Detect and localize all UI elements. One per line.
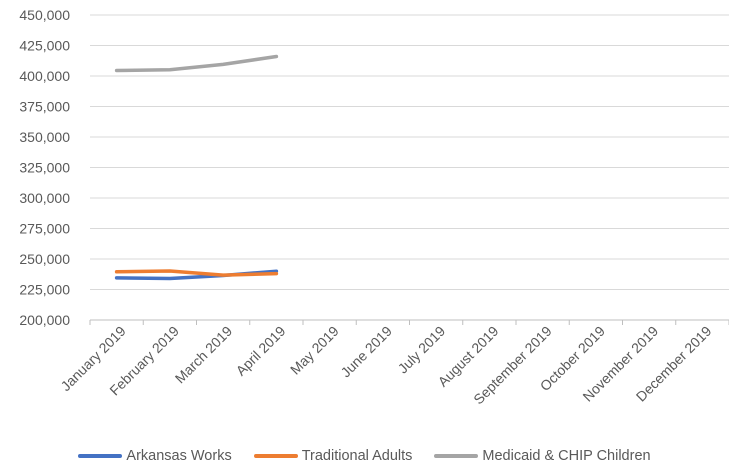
y-tick-label: 225,000 xyxy=(19,282,70,298)
x-tick-label: March 2019 xyxy=(172,323,236,387)
line-chart: 200,000 225,000 250,000 275,000 300,000 325,0… xyxy=(19,7,729,407)
x-tick-label: July 2019 xyxy=(395,323,449,377)
y-tick-label: 350,000 xyxy=(19,129,70,145)
y-axis-ticks: 200,000 225,000 250,000 275,000 300,000 325,0… xyxy=(19,7,70,328)
legend-swatch xyxy=(253,454,298,458)
legend-swatch xyxy=(78,454,123,458)
y-tick-label: 450,000 xyxy=(19,7,70,23)
legend-item: Traditional Adults xyxy=(253,448,413,464)
y-tick-label: 425,000 xyxy=(19,38,70,54)
legend-swatch xyxy=(434,454,479,458)
series-lines xyxy=(114,54,279,281)
x-tick-label: June 2019 xyxy=(337,323,395,381)
legend-label: Traditional Adults xyxy=(301,448,413,464)
legend: Arkansas Works Traditional Adults Medicaid… xyxy=(0,448,729,464)
y-tick-label: 200,000 xyxy=(19,312,70,328)
series-line-1 xyxy=(114,269,279,277)
legend-label: Arkansas Works xyxy=(126,448,232,464)
gridlines xyxy=(90,14,729,290)
legend-label: Medicaid & CHIP Children xyxy=(482,448,651,464)
legend-item: Arkansas Works xyxy=(78,448,232,464)
x-tick-label: April 2019 xyxy=(233,323,289,379)
y-tick-label: 300,000 xyxy=(19,190,70,206)
y-tick-label: 375,000 xyxy=(19,99,70,115)
y-tick-label: 325,000 xyxy=(19,160,70,176)
legend-item: Medicaid & CHIP Children xyxy=(434,448,651,464)
x-tick-label: May 2019 xyxy=(287,323,342,378)
series-line-2 xyxy=(114,54,279,73)
y-tick-label: 400,000 xyxy=(19,68,70,84)
y-tick-label: 275,000 xyxy=(19,221,70,237)
y-tick-label: 250,000 xyxy=(19,251,70,267)
